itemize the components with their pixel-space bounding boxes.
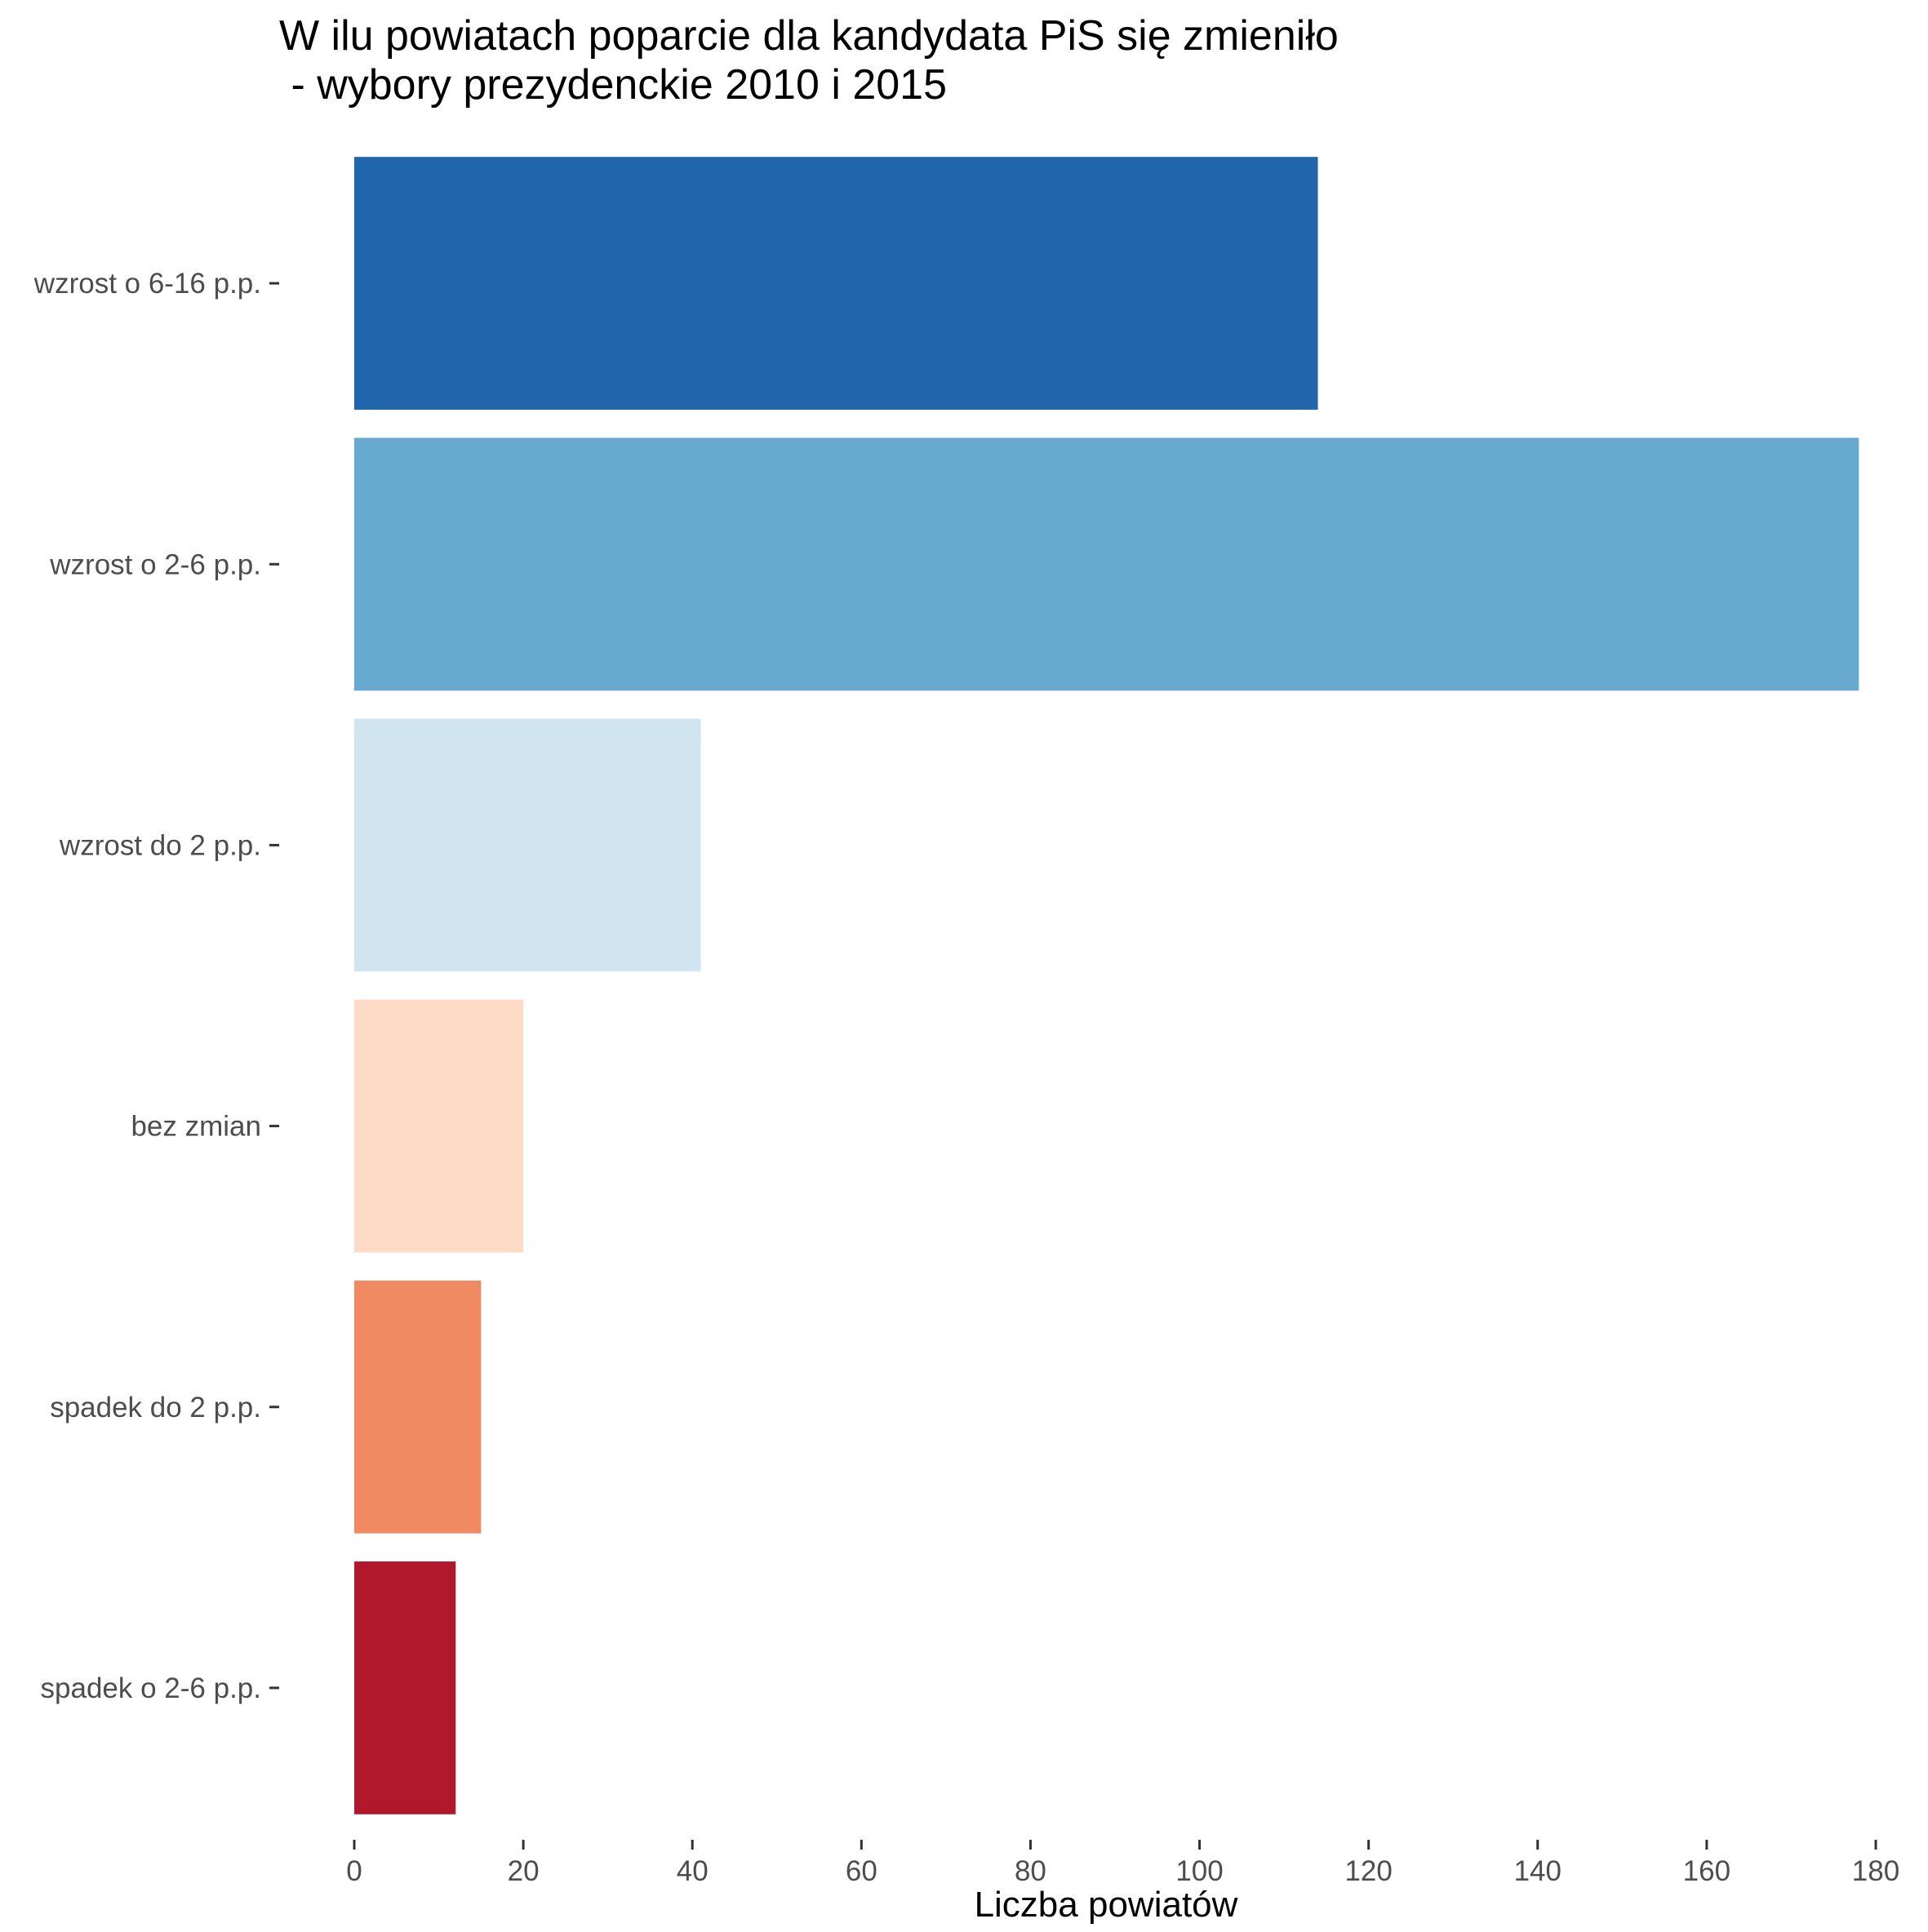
y-tick-label: spadek do 2 p.p. (50, 1392, 261, 1423)
x-tick-label: 160 (1683, 1855, 1730, 1887)
x-tick-label: 40 (677, 1855, 709, 1887)
bar-2 (354, 718, 701, 972)
bar-3 (354, 999, 524, 1253)
x-tick-label: 80 (1015, 1855, 1046, 1887)
y-tick-label: wzrost o 6-16 p.p. (33, 268, 261, 300)
y-tick-label: wzrost o 2-6 p.p. (49, 549, 261, 580)
y-tick-label: bez zmian (131, 1111, 261, 1143)
x-axis-title: Liczba powiatów (975, 1885, 1238, 1925)
x-tick-label: 20 (508, 1855, 540, 1887)
chart-title: W ilu powiatach poparcie dla kandydata P… (279, 12, 1339, 109)
y-tick-label: spadek o 2-6 p.p. (41, 1672, 261, 1704)
bar-4 (354, 1280, 482, 1534)
x-tick-label: 60 (846, 1855, 877, 1887)
bars-layer (354, 157, 1859, 1814)
bar-0 (354, 157, 1318, 410)
x-tick-label: 140 (1514, 1855, 1562, 1887)
x-tick-label: 180 (1852, 1855, 1899, 1887)
y-tick-label: wzrost do 2 p.p. (59, 829, 261, 861)
y-axis: wzrost o 6-16 p.p. wzrost o 2-6 p.p. wzros… (33, 268, 279, 1704)
x-tick-label: 100 (1175, 1855, 1223, 1887)
x-tick-label: 0 (346, 1855, 362, 1887)
x-tick-label: 120 (1344, 1855, 1392, 1887)
bar-5 (354, 1561, 456, 1814)
x-axis: 0 20 40 60 80 100 120 140 160 180 (346, 1840, 1899, 1887)
bar-1 (354, 437, 1859, 691)
